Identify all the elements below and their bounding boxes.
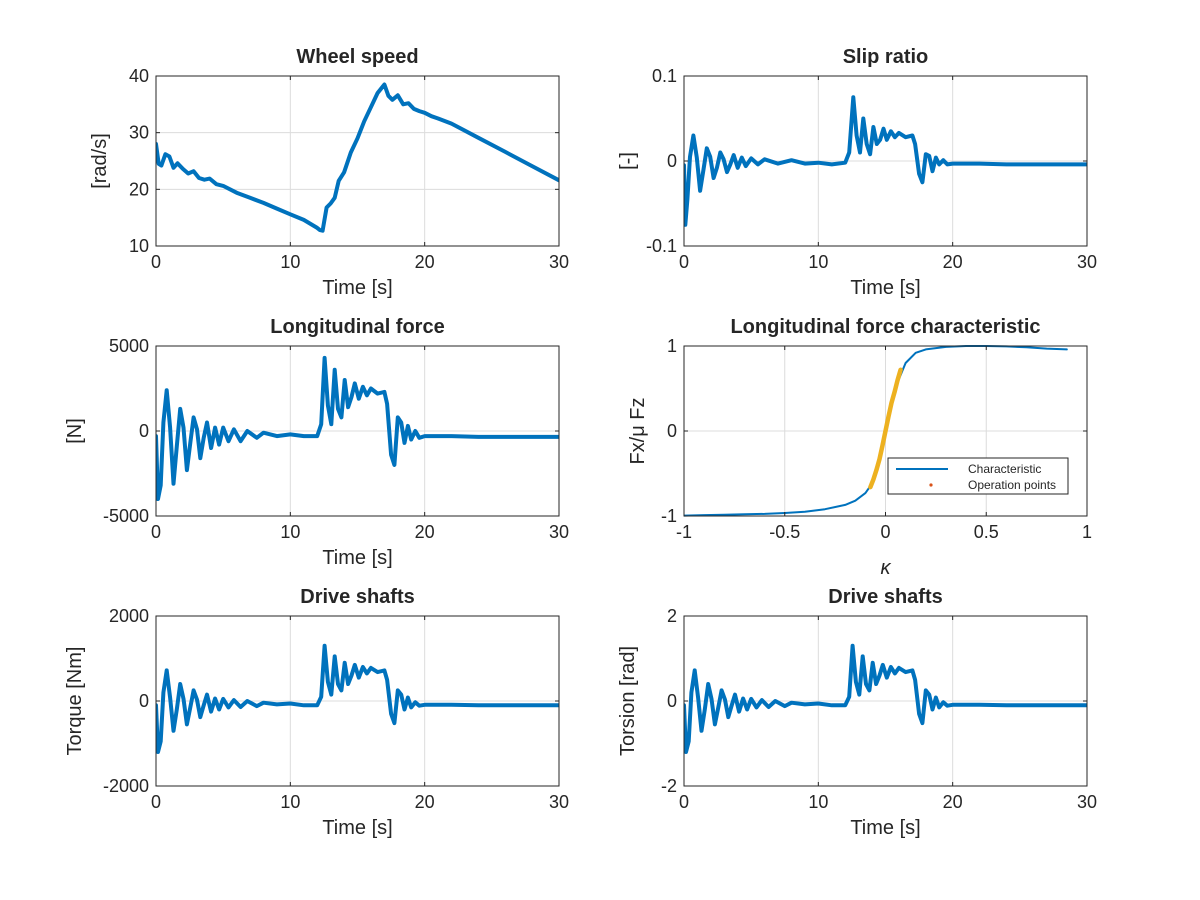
x-tick-label: 0.5: [974, 522, 999, 542]
y-tick-label: 30: [129, 123, 149, 143]
x-axis-label: Time [s]: [322, 277, 392, 299]
x-tick-label: -0.5: [769, 522, 800, 542]
y-axis-label: Torque [Nm]: [64, 647, 86, 756]
x-tick-label: -1: [676, 522, 692, 542]
operation-points-line: [868, 367, 903, 490]
x-tick-label: 0: [151, 792, 161, 812]
x-tick-label: 30: [1077, 252, 1097, 272]
y-tick-label: 5000: [109, 336, 149, 356]
y-tick-label: 40: [129, 66, 149, 86]
y-axis-label: Fx/μ Fz: [627, 397, 649, 464]
y-tick-label: 2: [667, 606, 677, 626]
series-group: [684, 95, 1087, 227]
x-tick-label: 20: [415, 522, 435, 542]
y-tick-label: 0: [667, 691, 677, 711]
chart-title: Longitudinal force characteristic: [730, 316, 1040, 338]
x-tick-label: 30: [549, 792, 569, 812]
y-tick-label: 10: [129, 236, 149, 256]
series-group: [684, 643, 1087, 754]
chart-title: Drive shafts: [300, 586, 415, 608]
legend: Characteristic Operation points: [887, 457, 1069, 495]
x-tick-label: 30: [1077, 792, 1097, 812]
y-tick-label: 0.1: [652, 66, 677, 86]
series-group: [156, 82, 559, 233]
plot-area: [156, 76, 559, 246]
y-tick-label: 2000: [109, 606, 149, 626]
x-tick-label: 20: [943, 792, 963, 812]
y-tick-label: -2: [661, 776, 677, 796]
chart-title: Drive shafts: [828, 586, 943, 608]
x-axis-label: Time [s]: [322, 817, 392, 839]
y-axis-label: [rad/s]: [89, 133, 111, 189]
series-line: [156, 643, 559, 754]
x-axis-label: Time [s]: [850, 277, 920, 299]
chart-title: Longitudinal force: [270, 316, 444, 338]
x-tick-label: 10: [280, 792, 300, 812]
x-axis-label: κ: [881, 557, 892, 579]
y-tick-label: 20: [129, 179, 149, 199]
x-tick-label: 10: [808, 252, 828, 272]
y-axis-label: [N]: [64, 418, 86, 444]
axes-frame: [155, 75, 560, 247]
chart-title: Wheel speed: [296, 46, 418, 68]
y-tick-label: 0: [139, 421, 149, 441]
chart-title: Slip ratio: [843, 46, 929, 68]
x-tick-label: 30: [549, 522, 569, 542]
x-tick-label: 10: [280, 522, 300, 542]
x-tick-label: 20: [415, 792, 435, 812]
series-group: [156, 355, 559, 501]
chart-panel-4: -1 -0.5 0 0.5 1 -1 0 1 Longitudinal force charac…: [627, 316, 1092, 579]
y-axis-label: Torsion [rad]: [617, 646, 639, 756]
legend-swatch-operation-points: [929, 483, 933, 487]
x-tick-label: 10: [280, 252, 300, 272]
x-tick-label: 0: [151, 252, 161, 272]
legend-label-characteristic: Characteristic: [968, 462, 1041, 476]
x-tick-label: 0: [679, 792, 689, 812]
series-line: [156, 82, 559, 233]
series-line: [684, 95, 1087, 227]
x-tick-label: 0: [151, 522, 161, 542]
x-tick-label: 1: [1082, 522, 1092, 542]
y-tick-label: 0: [667, 421, 677, 441]
x-tick-label: 20: [943, 252, 963, 272]
legend-label-operation-points: Operation points: [968, 478, 1056, 492]
series-line: [156, 355, 559, 501]
legend-box: [887, 457, 1069, 495]
x-tick-label: 0: [679, 252, 689, 272]
series-group: [156, 643, 559, 754]
y-tick-label: -1: [661, 506, 677, 526]
y-tick-label: -2000: [103, 776, 149, 796]
x-axis-label: Time [s]: [322, 547, 392, 569]
y-tick-label: 0: [139, 691, 149, 711]
x-tick-label: 0: [880, 522, 890, 542]
x-tick-label: 30: [549, 252, 569, 272]
y-axis-label: [-]: [617, 152, 639, 170]
x-tick-label: 10: [808, 792, 828, 812]
y-tick-label: -5000: [103, 506, 149, 526]
y-tick-label: 0: [667, 151, 677, 171]
x-axis-label: Time [s]: [850, 817, 920, 839]
series-line: [684, 643, 1087, 754]
x-tick-label: 20: [415, 252, 435, 272]
y-tick-label: -0.1: [646, 236, 677, 256]
y-tick-label: 1: [667, 336, 677, 356]
